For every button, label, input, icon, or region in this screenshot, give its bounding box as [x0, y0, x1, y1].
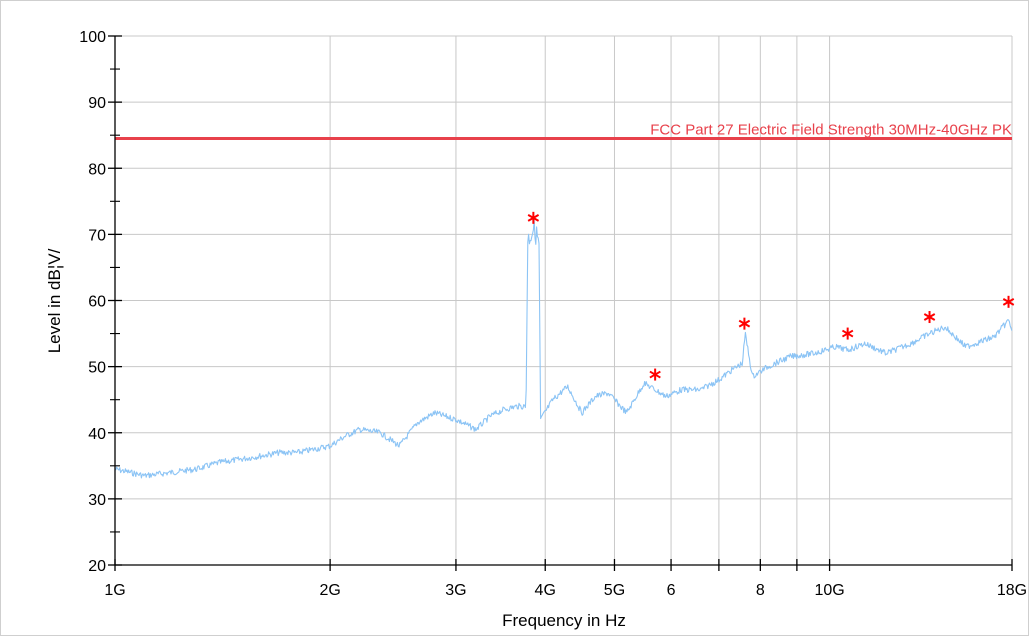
- peak-marker: [738, 317, 751, 330]
- x-axis-label: Frequency in Hz: [502, 611, 626, 630]
- peak-marker-stroke: [923, 313, 936, 321]
- peak-marker: [841, 327, 854, 340]
- x-tick-label: 3G: [445, 582, 466, 599]
- y-tick-label: 80: [88, 161, 106, 178]
- peak-marker: [527, 211, 540, 224]
- x-tick-label: 10G: [814, 582, 844, 599]
- peak-marker-stroke: [738, 319, 751, 328]
- peak-marker: [1002, 295, 1015, 308]
- axes: 20 30 40 50 60 70 80 90 100 1G 2G 3G 4G 5G 6 8 10G 18G: [79, 29, 1027, 599]
- grid: [115, 35, 1013, 565]
- series-trace: [114, 219, 1013, 479]
- y-tick-label: 70: [88, 227, 106, 244]
- limit-line-group: FCC Part 27 Electric Field Strength 30MH…: [115, 121, 1012, 140]
- x-tick-label: 1G: [104, 582, 125, 599]
- y-tick-label: 50: [88, 360, 106, 377]
- y-tick-label: 40: [88, 426, 106, 443]
- x-tick-label: 8: [756, 582, 765, 599]
- peak-marker-stroke: [649, 370, 661, 379]
- y-tick-label: 60: [88, 294, 106, 311]
- peak-marker-stroke: [1002, 297, 1015, 306]
- peak-marker-stroke: [527, 213, 540, 222]
- y-tick-label: 100: [79, 29, 106, 46]
- peak-marker: [923, 311, 936, 324]
- series-group: [114, 219, 1013, 479]
- x-tick-label: 6: [667, 582, 676, 599]
- peak-marker: [649, 368, 661, 381]
- y-tick-label: 20: [88, 558, 106, 575]
- markers-group: [527, 211, 1015, 381]
- peak-marker-stroke: [841, 329, 854, 338]
- x-tick-label: 2G: [319, 582, 340, 599]
- y-tick-label: 30: [88, 492, 106, 509]
- x-tick-label: 18G: [997, 582, 1027, 599]
- limit-line-label: FCC Part 27 Electric Field Strength 30MH…: [650, 121, 1012, 138]
- y-axis-label: Level in dB¦V/: [45, 248, 64, 353]
- x-tick-label: 4G: [535, 582, 556, 599]
- x-tick-label: 5G: [604, 582, 625, 599]
- y-tick-label: 90: [88, 95, 106, 112]
